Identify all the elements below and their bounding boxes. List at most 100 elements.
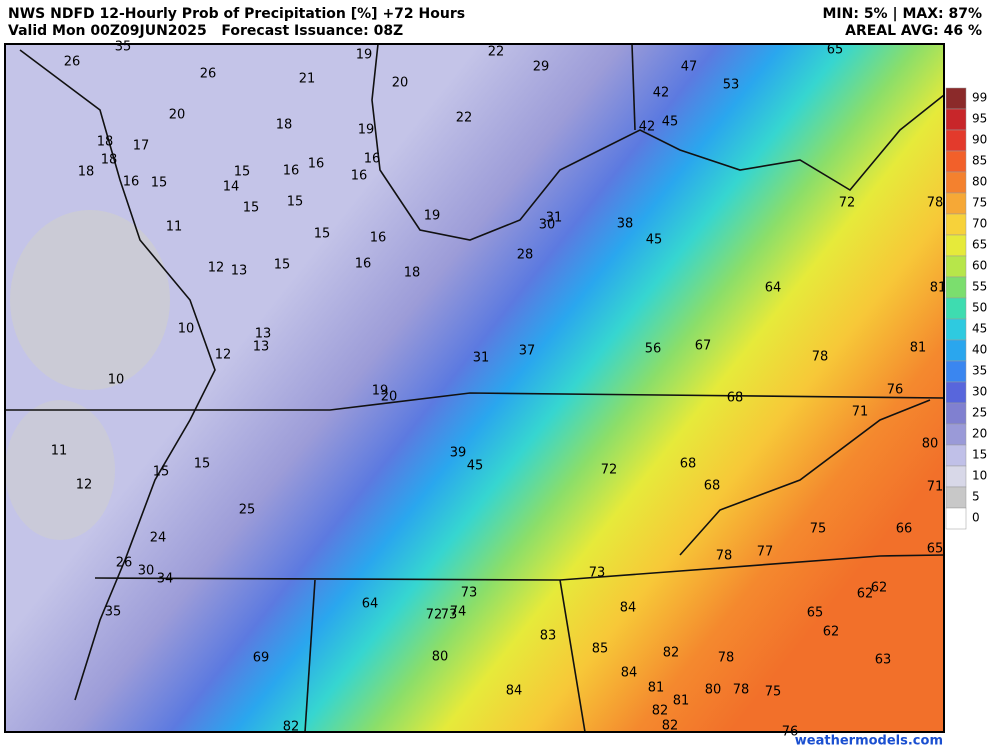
pop-label: 73 (461, 586, 478, 601)
legend-swatch (945, 297, 967, 320)
pop-label: 12 (215, 348, 232, 363)
pop-label: 71 (927, 480, 944, 495)
pop-label: 69 (253, 651, 270, 666)
pop-label: 15 (234, 165, 251, 180)
legend-swatch (945, 192, 967, 215)
pop-label: 84 (621, 666, 638, 681)
pop-label: 72 (426, 608, 443, 623)
legend-swatch (945, 360, 967, 383)
pop-label: 73 (441, 608, 458, 623)
pop-label: 26 (200, 67, 217, 82)
legend-swatch (945, 423, 967, 446)
pop-label: 16 (355, 257, 372, 272)
legend-swatch (945, 213, 967, 236)
pop-label: 12 (208, 261, 225, 276)
pop-label: 30 (539, 218, 556, 233)
pop-label: 18 (97, 135, 114, 150)
pop-label: 47 (681, 60, 698, 75)
legend-label: 80 (972, 175, 987, 189)
pop-label: 28 (517, 248, 534, 263)
pop-label: 64 (765, 281, 782, 296)
pop-label: 81 (648, 681, 665, 696)
pop-label: 25 (239, 503, 256, 518)
pop-label: 81 (673, 694, 690, 709)
pop-label: 20 (392, 76, 409, 91)
pop-label: 72 (601, 463, 618, 478)
pop-label: 20 (169, 108, 186, 123)
pop-label: 78 (812, 350, 829, 365)
legend-swatch (945, 171, 967, 194)
pop-label: 19 (358, 123, 375, 138)
pop-label: 19 (424, 209, 441, 224)
pop-label: 35 (115, 40, 132, 55)
legend-label: 75 (972, 196, 987, 210)
pop-label: 37 (519, 344, 536, 359)
pop-label: 22 (456, 111, 473, 126)
legend-label: 55 (972, 280, 987, 294)
pop-label: 29 (533, 60, 550, 75)
pop-label: 77 (757, 545, 774, 560)
legend-label: 65 (972, 238, 987, 252)
pop-label: 82 (663, 646, 680, 661)
pop-label: 31 (546, 211, 563, 226)
legend-swatch (945, 339, 967, 362)
legend-label: 10 (972, 469, 987, 483)
state-borders (5, 43, 945, 733)
pop-label: 62 (871, 581, 888, 596)
pop-label: 11 (166, 220, 183, 235)
pop-label: 62 (857, 587, 874, 602)
legend-label: 99 (972, 91, 987, 105)
pop-label: 16 (370, 231, 387, 246)
legend-label: 70 (972, 217, 987, 231)
pop-label: 63 (875, 653, 892, 668)
pop-label: 21 (299, 72, 316, 87)
legend-label: 45 (972, 322, 987, 336)
legend-swatch (945, 318, 967, 341)
precip-field (5, 44, 944, 732)
pop-label: 76 (887, 383, 904, 398)
pop-label: 16 (283, 164, 300, 179)
pop-label: 18 (404, 266, 421, 281)
pop-label: 39 (450, 446, 467, 461)
pop-label: 81 (910, 341, 927, 356)
pop-label: 26 (116, 556, 133, 571)
min-max: MIN: 5% | MAX: 87% (822, 6, 982, 22)
valid-time: Valid Mon 00Z09JUN2025 Forecast Issuance… (8, 23, 403, 39)
credit: weathermodels.com (795, 734, 943, 749)
pop-label: 45 (467, 459, 484, 474)
pop-label: 12 (76, 478, 93, 493)
legend-swatch (945, 465, 967, 488)
legend-swatch (945, 381, 967, 404)
pop-label: 15 (314, 227, 331, 242)
pop-label: 68 (680, 457, 697, 472)
legend-swatch (945, 87, 967, 110)
pop-label: 82 (652, 704, 669, 719)
pop-label: 65 (927, 542, 944, 557)
pop-label: 42 (653, 86, 670, 101)
pop-label: 18 (276, 118, 293, 133)
pop-label: 82 (662, 719, 679, 734)
pop-label: 83 (540, 629, 557, 644)
legend-label: 25 (972, 406, 987, 420)
legend-label: 90 (972, 133, 987, 147)
pop-label: 19 (356, 48, 373, 63)
pop-label: 65 (827, 43, 844, 58)
pop-label: 34 (157, 572, 174, 587)
pop-label: 24 (150, 531, 167, 546)
pop-label: 75 (810, 522, 827, 537)
pop-label: 35 (105, 605, 122, 620)
legend-swatch (945, 129, 967, 152)
pop-label: 30 (138, 564, 155, 579)
pop-label: 13 (255, 327, 272, 342)
pop-label: 16 (308, 157, 325, 172)
pop-label: 73 (589, 566, 606, 581)
pop-label: 84 (620, 601, 637, 616)
pop-label: 78 (927, 196, 944, 211)
pop-label: 74 (450, 605, 467, 620)
pop-label: 15 (274, 258, 291, 273)
pop-label: 16 (123, 175, 140, 190)
pop-label: 45 (662, 115, 679, 130)
legend-label: 15 (972, 448, 987, 462)
